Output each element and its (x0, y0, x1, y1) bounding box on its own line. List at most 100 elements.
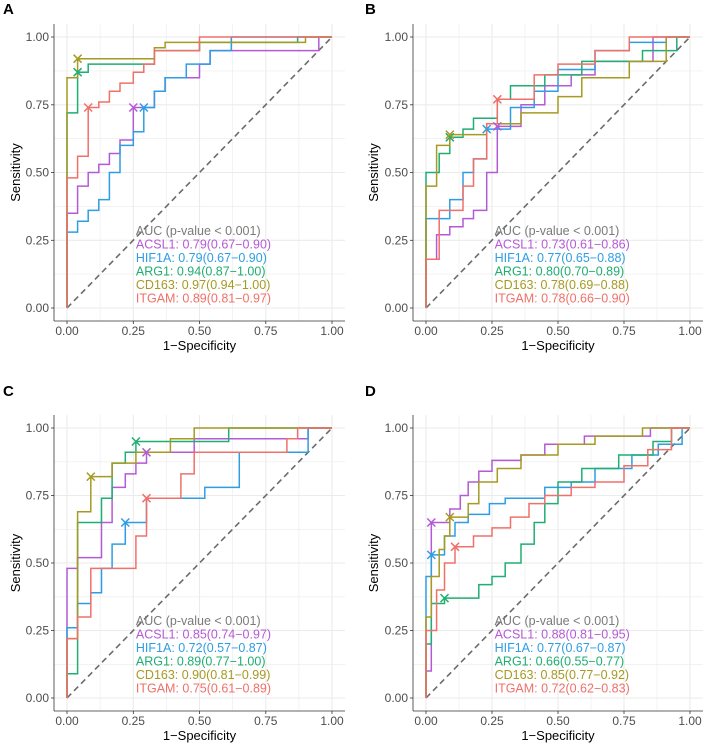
x-tick-label: 0.00 (55, 324, 79, 338)
cutoff-marker-itgam (141, 493, 152, 503)
cutoff-marker-acsl1 (128, 102, 138, 113)
x-tick-label: 0.00 (414, 324, 438, 338)
legend-entry-arg1: ARG1: 0.80(0.70−0.89) (495, 265, 625, 279)
y-axis-title: Sensitivity (366, 533, 381, 592)
legend-entry-cd163: CD163: 0.97(0.94−1.00) (136, 278, 270, 292)
x-tick-label: 0.25 (122, 324, 146, 338)
cutoff-marker-hif1a (426, 550, 436, 560)
cutoff-marker-itgam (83, 102, 93, 113)
reference-diagonal-line (425, 427, 691, 699)
y-tick-label: 0.50 (385, 166, 409, 180)
cutoff-marker-cd163 (445, 130, 455, 140)
legend-entry-cd163: CD163: 0.78(0.69−0.88) (495, 278, 629, 292)
legend-entry-cd163: CD163: 0.85(0.77−0.92) (495, 668, 629, 682)
y-axis-title: Sensitivity (8, 533, 23, 592)
y-axis-title: Sensitivity (8, 143, 23, 202)
y-tick-label: 0.75 (26, 489, 50, 503)
cutoff-marker-stroke (450, 542, 460, 552)
panel-letter: A (3, 1, 14, 18)
y-tick-label: 1.00 (26, 421, 50, 435)
legend-entry-arg1: ARG1: 0.89(0.77−1.00) (136, 655, 266, 669)
cutoff-marker-stroke (445, 130, 455, 140)
panel-letter: B (365, 1, 376, 18)
legend-entry-acsl1: ACSL1: 0.88(0.81−0.95) (495, 628, 630, 642)
x-tick-label: 0.75 (254, 324, 278, 338)
y-axis-title: Sensitivity (366, 143, 381, 202)
cutoff-marker-stroke (445, 132, 455, 142)
y-tick-label: 0.25 (385, 233, 409, 247)
roc-panel-b: B 0.00 0.25 0.50 0.75 1.00 0.00 0.25 0.50 0.75 1.… (354, 0, 708, 373)
y-tick-label: 1.00 (385, 30, 409, 44)
cutoff-marker-stroke (141, 447, 152, 457)
x-axis-title: 1−Specificity (521, 338, 595, 353)
y-tick-label: 0.25 (26, 624, 50, 638)
roc-plot-svg: 0.00 0.25 0.50 0.75 1.00 0.00 0.25 0.50 0.75 1.00… (366, 415, 703, 743)
cutoff-marker-stroke (426, 550, 436, 560)
legend-entry-itgam: ITGAM: 0.72(0.62−0.83) (495, 682, 630, 696)
roc-curve-cd163 (66, 36, 332, 308)
x-tick-label: 0.75 (254, 714, 278, 728)
roc-curve-itgam (66, 36, 332, 308)
x-tick-label: 0.75 (612, 324, 636, 338)
legend-entry-arg1: ARG1: 0.66(0.55−0.77) (495, 655, 625, 669)
cutoff-marker-stroke (482, 124, 492, 134)
roc-panel-a: A 0.00 0.25 0.50 0.75 1.00 0.00 0.25 0.50 0.75 1.… (0, 0, 354, 373)
axis-ticks: 0.00 0.25 0.50 0.75 1.00 0.00 0.25 0.50 0.75 1.00 (26, 30, 344, 338)
roc-plot-svg: 0.00 0.25 0.50 0.75 1.00 0.00 0.25 0.50 0.75 1.00… (366, 24, 703, 353)
cutoff-marker-stroke (426, 517, 436, 528)
roc-curve-cd163 (66, 427, 332, 698)
x-axis-title: 1−Specificity (163, 728, 237, 743)
reference-diagonal-line (66, 36, 333, 309)
cutoff-marker-cd163 (73, 54, 83, 64)
auc-legend: AUC (p-value < 0.001)ACSL1: 0.79(0.67−0.… (136, 224, 271, 306)
cutoff-marker-hif1a (482, 124, 492, 134)
auc-legend: AUC (p-value < 0.001)ACSL1: 0.85(0.74−0.… (136, 614, 271, 696)
x-tick-label: 0.00 (55, 714, 79, 728)
roc-curve-acsl1 (425, 427, 690, 698)
y-tick-label: 1.00 (26, 30, 50, 44)
legend-entry-acsl1: ACSL1: 0.73(0.61−0.86) (495, 237, 630, 251)
y-tick-label: 0.75 (385, 489, 409, 503)
cutoff-marker-itgam (492, 94, 502, 104)
cutoff-marker-cd163 (445, 512, 455, 522)
legend-entry-hif1a: HIF1A: 0.77(0.65−0.88) (495, 251, 626, 265)
legend-entry-arg1: ARG1: 0.94(0.87−1.00) (136, 265, 266, 279)
x-tick-label: 0.50 (188, 714, 212, 728)
x-tick-label: 0.00 (414, 714, 438, 728)
roc-curve-itgam (425, 427, 690, 698)
auc-legend: AUC (p-value < 0.001)ACSL1: 0.73(0.61−0.… (495, 224, 630, 306)
y-tick-label: 0.00 (26, 301, 50, 315)
legend-entry-itgam: ITGAM: 0.78(0.66−0.90) (495, 292, 630, 306)
x-tick-label: 1.00 (678, 324, 702, 338)
roc-curve-acsl1 (425, 36, 690, 308)
reference-diagonal-line (425, 36, 691, 309)
cutoff-marker-arg1 (445, 132, 455, 142)
y-tick-label: 0.75 (385, 98, 409, 112)
cutoff-marker-arg1 (131, 436, 141, 447)
roc-curve-cd163 (425, 36, 690, 308)
legend-entry-acsl1: ACSL1: 0.85(0.74−0.97) (136, 628, 271, 642)
auc-legend: AUC (p-value < 0.001)ACSL1: 0.88(0.81−0.… (495, 614, 630, 696)
cutoff-marker-hif1a (120, 517, 130, 528)
cutoff-marker-cd163 (86, 472, 96, 482)
cutoff-marker-stroke (492, 94, 502, 104)
legend-entry-hif1a: HIF1A: 0.79(0.67−0.90) (136, 251, 267, 265)
roc-curve-hif1a (66, 427, 332, 698)
axis-ticks: 0.00 0.25 0.50 0.75 1.00 0.00 0.25 0.50 0.75 1.00 (385, 30, 702, 338)
legend-entry-hif1a: HIF1A: 0.72(0.57−0.87) (136, 641, 267, 655)
x-tick-label: 1.00 (678, 714, 702, 728)
legend-title: AUC (p-value < 0.001) (136, 224, 261, 238)
x-tick-label: 0.75 (612, 714, 636, 728)
y-tick-label: 0.50 (385, 556, 409, 570)
roc-curve-arg1 (425, 427, 690, 698)
x-tick-label: 0.25 (480, 714, 504, 728)
roc-curve-hif1a (66, 36, 332, 308)
x-tick-label: 0.25 (480, 324, 504, 338)
y-tick-label: 0.00 (385, 691, 409, 705)
y-tick-label: 0.75 (26, 98, 50, 112)
cutoff-marker-stroke (445, 512, 455, 522)
gridlines (413, 415, 703, 711)
legend-entry-cd163: CD163: 0.90(0.81−0.99) (136, 668, 270, 682)
cutoff-marker-stroke (492, 121, 502, 131)
x-tick-label: 0.50 (546, 714, 570, 728)
